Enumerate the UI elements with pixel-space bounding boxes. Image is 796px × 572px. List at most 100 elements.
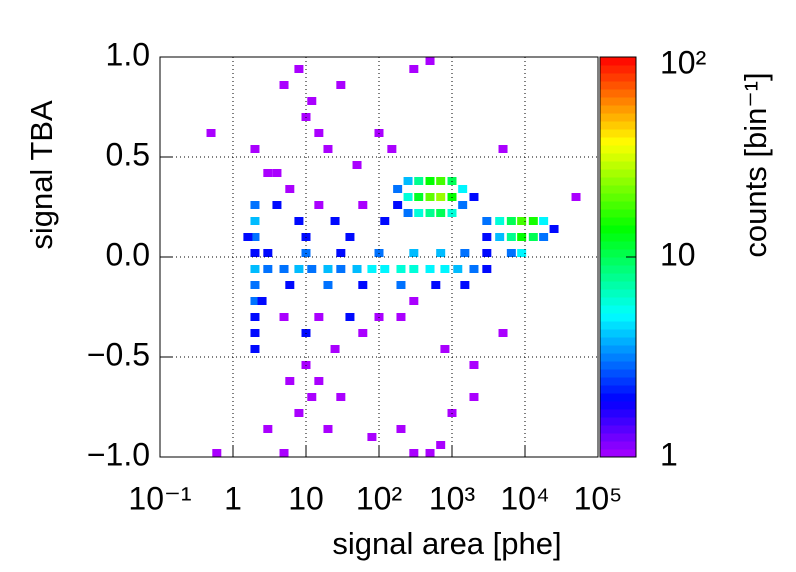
colorbar-band (600, 73, 636, 82)
heatmap-cell (409, 265, 419, 273)
heatmap-cell (528, 217, 538, 225)
colorbar-band (600, 329, 636, 338)
heatmap-cell (250, 313, 260, 321)
heatmap-cell (367, 433, 377, 441)
colorbar-band (600, 433, 636, 442)
heatmap-cell (307, 265, 317, 273)
heatmap-cell (393, 185, 403, 193)
heatmap-cell (279, 313, 289, 321)
heatmap-cell (436, 209, 446, 217)
colorbar-band (600, 441, 636, 450)
heatmap-cell (250, 217, 260, 225)
heatmap-cell (425, 209, 435, 217)
colorbar-band (600, 417, 636, 426)
x-tick-label: 10⁴ (500, 480, 549, 516)
heatmap-cell (440, 345, 450, 353)
heatmap-cell (458, 201, 468, 209)
x-tick-label: 10 (288, 480, 324, 516)
heatmap-cell (498, 145, 508, 153)
colorbar-band (600, 409, 636, 418)
colorbar-band (600, 209, 636, 218)
heatmap-cell (539, 217, 549, 225)
colorbar-title: counts [bin⁻¹] (738, 72, 773, 257)
heatmap-cell (396, 281, 406, 289)
colorbar-band (600, 57, 636, 66)
heatmap-cell (279, 265, 289, 273)
heatmap-cell (285, 377, 295, 385)
heatmap-cell (436, 177, 446, 185)
heatmap-cell (403, 193, 413, 201)
colorbar-band (600, 305, 636, 314)
heatmap-cell (285, 281, 295, 289)
heatmap-cell (345, 313, 355, 321)
heatmap-cell (250, 233, 260, 241)
colorbar-band (600, 153, 636, 162)
y-axis-title: signal TBA (24, 100, 59, 250)
heatmap-cell (263, 265, 273, 273)
heatmap-cell (414, 209, 424, 217)
colorbar-band (600, 361, 636, 370)
colorbar-band (600, 257, 636, 266)
heatmap-cell (482, 233, 492, 241)
colorbar-band (600, 241, 636, 250)
colorbar-band (600, 193, 636, 202)
heatmap-cell (352, 265, 362, 273)
heatmap-cell (517, 233, 527, 241)
heatmap-cell (212, 449, 222, 457)
heatmap-cell (279, 449, 289, 457)
heatmap-cell (294, 265, 304, 273)
heatmap-cell (440, 265, 450, 273)
x-tick-label: 10³ (429, 480, 476, 516)
heatmap-cell (414, 177, 424, 185)
heatmap-cell (279, 81, 289, 89)
heatmap-cell (396, 313, 406, 321)
heatmap-cell (549, 225, 559, 233)
heatmap-cell (453, 265, 463, 273)
heatmap-cell (294, 409, 304, 417)
heatmap-cell (250, 265, 260, 273)
x-tick-label: 1 (224, 480, 242, 516)
heatmap-cell (294, 217, 304, 225)
heatmap-cell (323, 265, 333, 273)
heatmap-cell (243, 233, 253, 241)
colorbar-band (600, 353, 636, 362)
heatmap-cell (425, 265, 435, 273)
heatmap-cell (250, 249, 260, 257)
colorbar-band (600, 161, 636, 170)
colorbar-band (600, 273, 636, 282)
heatmap-cell (482, 217, 492, 225)
heatmap-cell (272, 201, 282, 209)
heatmap-cell (482, 249, 492, 257)
heatmap-cell (469, 265, 479, 273)
heatmap-cell (314, 377, 324, 385)
x-tick-label: 10⁵ (574, 480, 623, 516)
heatmap-cell (330, 345, 340, 353)
heatmap-cell (436, 441, 446, 449)
heatmap-cell (495, 217, 505, 225)
heatmap-cell (539, 233, 549, 241)
colorbar-tick-label: 10² (660, 44, 707, 80)
heatmap-cell (358, 201, 368, 209)
colorbar-band (600, 201, 636, 210)
colorbar-band (600, 385, 636, 394)
colorbar-band (600, 97, 636, 106)
heatmap-cell (285, 185, 295, 193)
colorbar-band (600, 449, 636, 458)
colorbar-band (600, 145, 636, 154)
heatmap-cell (294, 65, 304, 73)
heatmap-cell (336, 249, 346, 257)
heatmap-cell (425, 449, 435, 457)
heatmap-cell (517, 249, 527, 257)
heatmap-cell (517, 217, 527, 225)
colorbar-band (600, 337, 636, 346)
colorbar-band (600, 233, 636, 242)
colorbar-band (600, 377, 636, 386)
heatmap-cell (409, 449, 419, 457)
heatmap-cell (414, 193, 424, 201)
colorbar-band (600, 81, 636, 90)
heatmap-cell (345, 233, 355, 241)
heatmap-cell (263, 425, 273, 433)
heatmap-cell (250, 145, 260, 153)
heatmap-cell (307, 393, 317, 401)
